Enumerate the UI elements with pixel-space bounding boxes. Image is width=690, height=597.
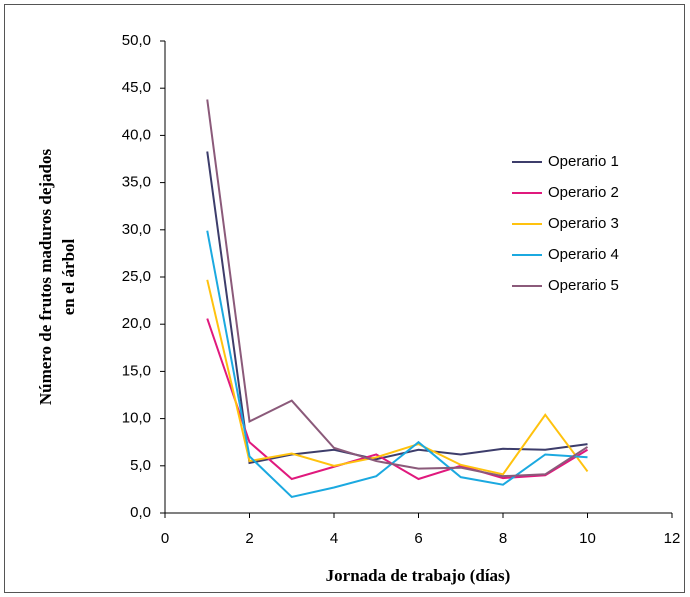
line-series [206,99,589,478]
y-tick-label: 40,0 [122,126,151,143]
y-tick-label: 25,0 [122,268,151,285]
x-tick-label: 10 [579,530,596,547]
legend-label: Operario 3 [548,215,619,232]
x-tick-label: 0 [161,530,169,547]
y-tick-label: 30,0 [122,221,151,238]
legend-label: Operario 1 [548,153,619,170]
y-tick-label: 15,0 [122,362,151,379]
line-series [206,279,589,476]
line-series [206,318,589,481]
y-tick-label: 5,0 [130,457,151,474]
x-tick-label: 12 [664,530,681,547]
y-tick-label: 35,0 [122,174,151,191]
y-tick-label: 10,0 [122,410,151,427]
y-axis-title: en el árbol [59,238,78,315]
x-tick-label: 2 [245,530,253,547]
y-tick-label: 0,0 [130,504,151,521]
legend-label: Operario 4 [548,246,619,263]
legend-label: Operario 5 [548,277,619,294]
y-tick-label: 45,0 [122,79,151,96]
legend-label: Operario 2 [548,184,619,201]
y-tick-label: 20,0 [122,315,151,332]
x-tick-label: 8 [499,530,507,547]
y-axis-title: Número de frutos maduros dejados [36,148,55,405]
x-tick-label: 4 [330,530,338,547]
line-series [206,151,588,465]
x-tick-label: 6 [414,530,422,547]
chart-frame [4,4,685,593]
x-axis-title: Jornada de trabajo (días) [326,566,511,585]
y-tick-label: 50,0 [122,32,151,49]
line-series [206,230,588,499]
